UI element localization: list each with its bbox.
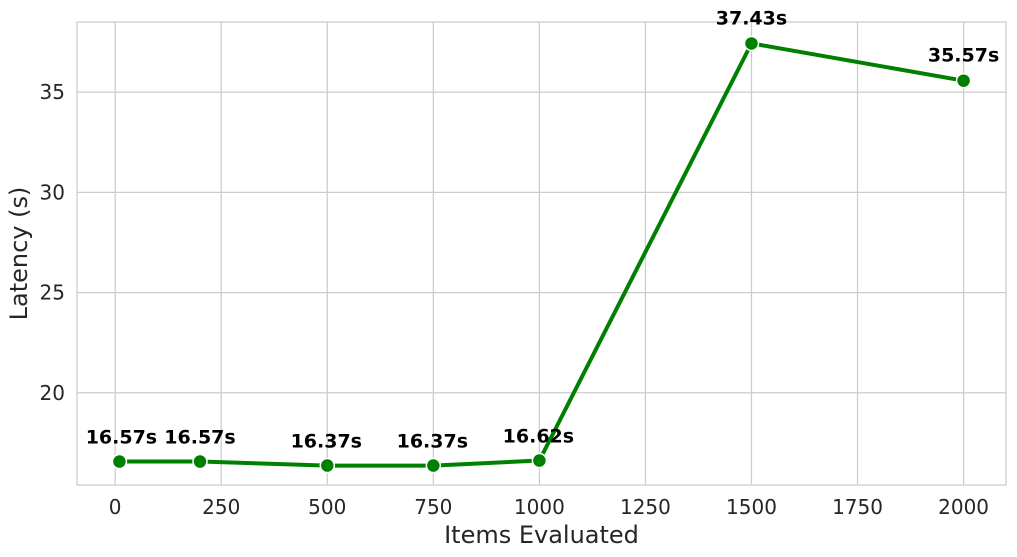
y-tick-labels: 20 25 30 35 [40, 80, 65, 405]
data-point [111, 453, 128, 470]
data-point [319, 457, 336, 474]
x-tick-label: 1500 [726, 495, 777, 519]
y-axis-label: Latency (s) [5, 187, 33, 321]
data-point [425, 457, 442, 474]
x-tick-label: 1250 [620, 495, 671, 519]
data-label: 16.37s [291, 431, 362, 453]
series-line [119, 41, 964, 468]
plot-frame [76, 21, 1007, 486]
y-tick-label: 20 [40, 381, 65, 405]
x-axis-label: Items Evaluated [444, 521, 639, 549]
data-label: 16.57s [86, 427, 157, 449]
data-label: 37.43s [716, 7, 787, 29]
data-label: 16.37s [397, 431, 468, 453]
series-group [111, 35, 972, 474]
x-tick-label: 500 [308, 495, 346, 519]
data-point [955, 72, 972, 89]
data-labels: 16.57s 16.57s 16.37s 16.37s 16.62s 37.43s 35.5… [86, 7, 1000, 452]
x-tick-labels: 0 250 500 750 1000 1250 1500 1750 2000 [109, 495, 989, 519]
y-tick-label: 30 [40, 180, 65, 204]
y-tick-label: 25 [40, 281, 65, 305]
data-point [192, 453, 208, 470]
x-tick-label: 0 [109, 495, 122, 519]
data-label: 16.62s [503, 426, 574, 448]
data-label: 16.57s [164, 427, 235, 449]
grid [77, 22, 1006, 485]
x-tick-label: 2000 [938, 495, 989, 519]
data-label: 35.57s [928, 45, 999, 67]
data-point [531, 452, 548, 469]
x-tick-label: 250 [202, 495, 240, 519]
y-tick-label: 35 [40, 80, 65, 104]
data-point [743, 35, 760, 52]
x-tick-label: 750 [414, 495, 452, 519]
x-tick-label: 1750 [832, 495, 883, 519]
x-tick-label: 1000 [514, 495, 565, 519]
